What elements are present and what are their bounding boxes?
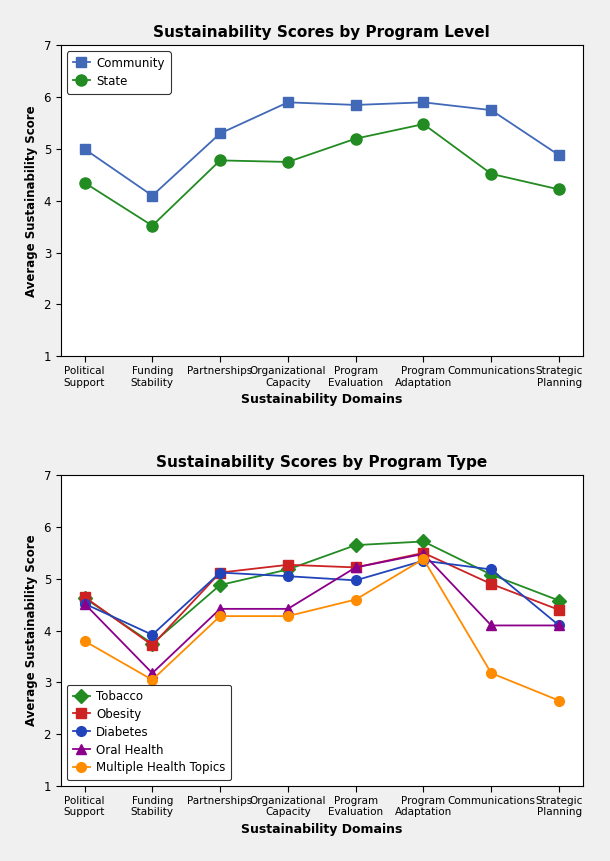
Obesity [487,579,495,589]
Community [149,190,156,201]
Multiple Health Topics [487,668,495,678]
Community [284,97,292,108]
Tobacco [487,569,495,579]
State [420,119,427,129]
Legend: Tobacco, Obesity, Diabetes, Oral Health, Multiple Health Topics: Tobacco, Obesity, Diabetes, Oral Health,… [66,684,231,780]
State [81,177,88,188]
Tobacco [352,540,359,550]
Multiple Health Topics [217,611,224,622]
Oral Health [217,604,224,614]
Multiple Health Topics [352,594,359,604]
Community [352,100,359,110]
Community [217,128,224,139]
Diabetes [487,564,495,574]
Oral Health [352,562,359,573]
Diabetes [217,567,224,578]
Obesity [217,567,224,578]
Multiple Health Topics [284,611,292,622]
Community [487,105,495,115]
Line: State: State [79,119,565,232]
Diabetes [284,571,292,581]
Y-axis label: Average Sustainability Score: Average Sustainability Score [25,105,38,297]
Tobacco [149,638,156,648]
State [556,184,563,195]
Multiple Health Topics [81,635,88,646]
Community [420,97,427,108]
Oral Health [81,598,88,609]
Obesity [149,640,156,650]
Line: Obesity: Obesity [80,548,564,650]
Diabetes [149,629,156,640]
Line: Community: Community [80,97,564,201]
X-axis label: Sustainability Domains: Sustainability Domains [241,393,403,406]
Oral Health [556,620,563,630]
Community [81,144,88,154]
X-axis label: Sustainability Domains: Sustainability Domains [241,823,403,836]
Diabetes [556,620,563,630]
Obesity [420,548,427,558]
Tobacco [217,579,224,590]
Tobacco [284,564,292,574]
State [352,133,359,144]
Legend: Community, State: Community, State [66,52,171,94]
Multiple Health Topics [556,696,563,706]
State [217,155,224,165]
Oral Health [420,548,427,559]
Tobacco [420,536,427,547]
Obesity [352,562,359,573]
Obesity [284,560,292,570]
Diabetes [420,555,427,566]
Tobacco [556,596,563,606]
Line: Diabetes: Diabetes [80,556,564,640]
Community [556,150,563,160]
Oral Health [284,604,292,614]
Obesity [81,592,88,602]
Oral Health [149,668,156,678]
Multiple Health Topics [420,554,427,564]
Obesity [556,604,563,615]
Line: Oral Health: Oral Health [80,549,564,678]
Diabetes [81,598,88,609]
State [149,220,156,231]
Multiple Health Topics [149,675,156,685]
Title: Sustainability Scores by Program Type: Sustainability Scores by Program Type [156,455,487,470]
State [487,169,495,179]
Y-axis label: Average Sustainability Score: Average Sustainability Score [25,535,38,727]
Line: Multiple Health Topics: Multiple Health Topics [80,554,564,705]
Title: Sustainability Scores by Program Level: Sustainability Scores by Program Level [153,25,490,40]
Tobacco [81,593,88,604]
Oral Health [487,620,495,630]
Line: Tobacco: Tobacco [80,536,564,648]
State [284,157,292,167]
Diabetes [352,575,359,585]
